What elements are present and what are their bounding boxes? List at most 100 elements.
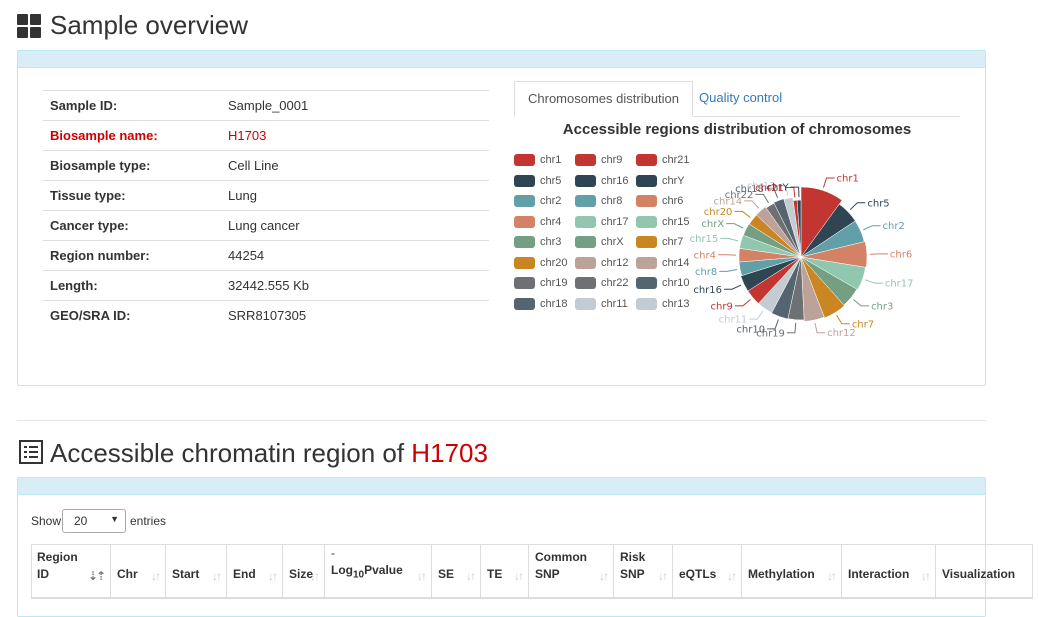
column-header[interactable]: Start↓↑	[166, 544, 227, 599]
pie-label-chrY: chrY	[767, 183, 790, 194]
column-header[interactable]: Size↓↑	[283, 544, 325, 599]
legend-swatch	[514, 277, 535, 289]
legend-item-chr2[interactable]: chr2	[514, 195, 561, 209]
legend-label: chr17	[601, 216, 629, 228]
legend-swatch	[575, 277, 596, 289]
sort-icon[interactable]: ↓↑	[310, 569, 318, 583]
legend-item-chr19[interactable]: chr19	[514, 277, 568, 291]
column-header[interactable]: TE ↓↑	[481, 544, 529, 599]
legend-item-chr11[interactable]: chr11	[575, 298, 628, 312]
column-header[interactable]: SE ↓↑	[432, 544, 481, 599]
column-header[interactable]: -Log10Pvalue↓↑	[325, 544, 432, 599]
sort-icon[interactable]: ↓↑	[599, 569, 607, 583]
info-label: Biosample name:	[50, 128, 158, 143]
legend-item-chr18[interactable]: chr18	[514, 298, 568, 312]
page-size-select[interactable]: 20 ▼	[62, 509, 126, 533]
column-header-line1: -	[331, 545, 403, 562]
pie-label-chr10: chr10	[736, 324, 765, 335]
info-label: Length:	[50, 278, 98, 293]
column-header[interactable]: Chr ↓↑	[111, 544, 166, 599]
column-header-line1: Region	[37, 549, 78, 566]
page-size-value: 20	[74, 514, 87, 528]
sort-asc-icon[interactable]: ⇣⇡	[88, 569, 104, 583]
legend-item-chr20[interactable]: chr20	[514, 257, 568, 271]
sort-icon[interactable]: ↓↑	[514, 569, 522, 583]
column-header-label: Visualization	[942, 549, 1015, 583]
info-label: Region number:	[50, 248, 150, 263]
column-header-text: Chr	[117, 567, 138, 581]
sort-icon[interactable]: ↓↑	[921, 569, 929, 583]
legend-swatch	[636, 257, 657, 269]
pie-label-line	[724, 285, 741, 289]
legend-item-chrX[interactable]: chrX	[575, 236, 624, 250]
tab-chromosomes-distribution[interactable]: Chromosomes distribution	[514, 81, 693, 117]
legend-item-chr5[interactable]: chr5	[514, 175, 561, 189]
regions-title-prefix: Accessible chromatin region of	[50, 438, 411, 468]
column-header-line1	[487, 549, 502, 566]
sort-icon[interactable]: ↓↑	[827, 569, 835, 583]
pie-label-chr2: chr2	[883, 221, 905, 232]
legend-item-chr22[interactable]: chr22	[575, 277, 629, 291]
column-header-line1	[438, 549, 454, 566]
column-header-line2: SNP	[535, 566, 587, 583]
column-header[interactable]: eQTLs ↓↑	[673, 544, 742, 599]
legend-item-chr8[interactable]: chr8	[575, 195, 622, 209]
column-header-after: Pvalue	[364, 563, 403, 577]
legend-swatch	[636, 236, 657, 248]
legend-item-chr17[interactable]: chr17	[575, 216, 629, 230]
legend-swatch	[575, 175, 596, 187]
info-label: Cancer type:	[50, 218, 129, 233]
legend-item-chr4[interactable]: chr4	[514, 216, 561, 230]
legend-swatch	[514, 236, 535, 248]
info-value: Sample_0001	[228, 98, 308, 113]
pie-label-line	[735, 299, 751, 305]
info-row: GEO/SRA ID:SRR8107305	[43, 300, 489, 330]
column-header-text: SNP	[620, 567, 645, 581]
column-header-line1	[942, 549, 1015, 566]
legend-swatch	[636, 277, 657, 289]
sort-icon[interactable]: ↓↑	[417, 569, 425, 583]
legend-item-chr3[interactable]: chr3	[514, 236, 561, 250]
overview-grid-icon	[17, 14, 41, 38]
sort-icon[interactable]: ↓↑	[658, 569, 666, 583]
tab-quality-control[interactable]: Quality control	[686, 81, 795, 117]
column-header[interactable]: Interaction↓↑	[842, 544, 936, 599]
pie-label-chr16: chr16	[693, 285, 722, 296]
legend-item-chr16[interactable]: chr16	[575, 175, 629, 189]
legend-item-chr1[interactable]: chr1	[514, 154, 561, 168]
legend-label: chr2	[540, 195, 561, 207]
legend-label: chr22	[601, 277, 629, 289]
dropdown-arrow-icon: ▼	[110, 514, 119, 524]
legend-item-chr12[interactable]: chr12	[575, 257, 629, 271]
sort-icon[interactable]: ↓↑	[151, 569, 159, 583]
legend-label: chr19	[540, 277, 568, 289]
sort-icon[interactable]: ↓↑	[466, 569, 474, 583]
column-header[interactable]: End ↓↑	[227, 544, 283, 599]
column-header-line1	[117, 549, 138, 566]
legend-swatch	[575, 236, 596, 248]
info-value: 32442.555 Kb	[228, 278, 309, 293]
legend-item-chr9[interactable]: chr9	[575, 154, 622, 168]
column-header[interactable]: Methylation↓↑	[742, 544, 842, 599]
regions-title: Accessible chromatin region of H1703	[50, 438, 488, 469]
column-header-line1	[748, 549, 815, 566]
column-header-line2: End	[233, 566, 256, 583]
legend-label: chr16	[601, 175, 629, 187]
pie-label-line	[837, 315, 850, 324]
sort-icon[interactable]: ↓↑	[268, 569, 276, 583]
legend-swatch	[636, 154, 657, 166]
column-header-label: TE	[487, 549, 502, 583]
sort-icon[interactable]: ↓↑	[212, 569, 220, 583]
section-divider	[17, 420, 986, 421]
column-header-text: SE	[438, 567, 454, 581]
column-header-text: eQTLs	[679, 567, 716, 581]
column-header-line1: Common	[535, 549, 587, 566]
column-header-text: SNP	[535, 567, 560, 581]
overview-title: Sample overview	[50, 10, 248, 41]
info-value: Lung cancer	[228, 218, 300, 233]
sort-icon[interactable]: ↓↑	[727, 569, 735, 583]
